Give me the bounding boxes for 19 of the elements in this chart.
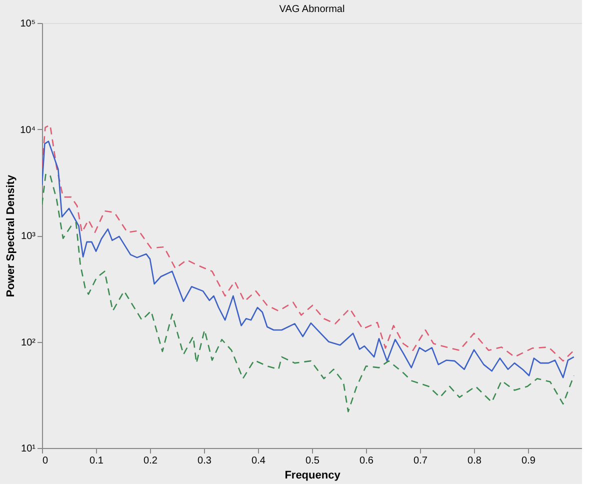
y-tick-label: 10³: [21, 231, 36, 242]
x-tick-label: 0.6: [360, 456, 374, 466]
chart-title: VAG Abnormal: [279, 4, 345, 15]
x-tick-label: 0: [42, 456, 48, 466]
x-tick-label: 0.4: [252, 456, 266, 466]
line-series: [42, 173, 575, 412]
y-tick-label: 10¹: [21, 444, 36, 454]
x-tick-label: 0.3: [198, 456, 212, 466]
y-tick-label: 10⁵: [20, 18, 36, 30]
x-axis-title: Frequency: [284, 470, 342, 482]
y-tick-label: 10²: [21, 337, 36, 348]
x-tick-label: 0.9: [522, 456, 536, 466]
y-tick-label: 10⁴: [20, 124, 36, 136]
x-tick-label: 0.7: [414, 456, 428, 466]
x-tick-label: 0.1: [90, 456, 104, 466]
x-tick-label: 0.5: [306, 456, 320, 466]
x-tick-label: 0.8: [468, 456, 482, 466]
x-tick-label: 0.2: [144, 456, 158, 466]
y-axis-title: Power Spectral Density: [5, 174, 18, 298]
